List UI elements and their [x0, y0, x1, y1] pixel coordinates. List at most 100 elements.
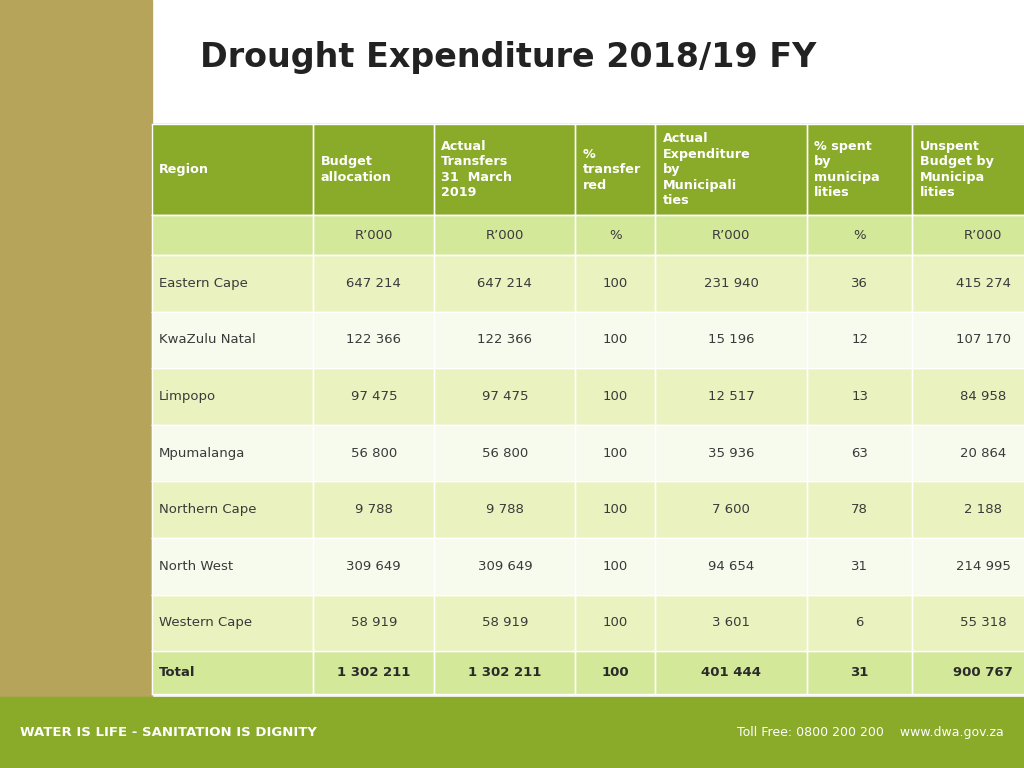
Bar: [313, 482, 434, 538]
Text: 100: 100: [603, 447, 628, 459]
Text: 55 318: 55 318: [959, 617, 1007, 630]
Bar: [655, 594, 807, 651]
Bar: [912, 312, 1024, 368]
Bar: [313, 594, 434, 651]
Text: WATER IS LIFE - SANITATION IS DIGNITY: WATER IS LIFE - SANITATION IS DIGNITY: [20, 727, 317, 739]
Text: Mpumalanga: Mpumalanga: [159, 447, 245, 459]
Bar: [152, 255, 313, 312]
Text: 56 800: 56 800: [481, 447, 528, 459]
Bar: [655, 482, 807, 538]
Bar: [807, 255, 912, 312]
Bar: [0, 0, 152, 697]
Bar: [434, 312, 575, 368]
Text: %: %: [853, 229, 866, 241]
Bar: [912, 255, 1024, 312]
Bar: [655, 538, 807, 594]
Bar: [655, 425, 807, 482]
Text: 100: 100: [603, 503, 628, 516]
Text: 15 196: 15 196: [708, 333, 755, 346]
Bar: [434, 482, 575, 538]
Text: 231 940: 231 940: [703, 276, 759, 290]
Text: 31: 31: [851, 666, 868, 679]
Bar: [152, 124, 313, 215]
Text: 36: 36: [851, 276, 868, 290]
Text: Toll Free: 0800 200 200    www.dwa.gov.za: Toll Free: 0800 200 200 www.dwa.gov.za: [737, 727, 1004, 739]
Bar: [807, 124, 912, 215]
Text: 900 767: 900 767: [953, 666, 1013, 679]
Text: 415 274: 415 274: [955, 276, 1011, 290]
Text: R’000: R’000: [354, 229, 393, 241]
Bar: [434, 651, 575, 694]
Bar: [912, 482, 1024, 538]
Text: Actual
Transfers
31  March
2019: Actual Transfers 31 March 2019: [441, 140, 512, 200]
Text: 309 649: 309 649: [346, 560, 401, 573]
Text: 100: 100: [603, 617, 628, 630]
Bar: [807, 538, 912, 594]
Text: 97 475: 97 475: [350, 390, 397, 403]
Bar: [575, 368, 655, 425]
Text: %
transfer
red: % transfer red: [583, 147, 641, 192]
Bar: [152, 312, 313, 368]
Text: Unspent
Budget by
Municipa
lities: Unspent Budget by Municipa lities: [920, 140, 993, 200]
Text: % spent
by
municipa
lities: % spent by municipa lities: [814, 140, 880, 200]
Text: 309 649: 309 649: [477, 560, 532, 573]
Bar: [313, 538, 434, 594]
Bar: [313, 368, 434, 425]
Bar: [807, 368, 912, 425]
Bar: [0, 697, 1024, 768]
Text: 122 366: 122 366: [477, 333, 532, 346]
Text: Limpopo: Limpopo: [159, 390, 216, 403]
Text: R’000: R’000: [712, 229, 751, 241]
Text: 122 366: 122 366: [346, 333, 401, 346]
Text: 2 188: 2 188: [964, 503, 1002, 516]
Bar: [912, 538, 1024, 594]
Text: 94 654: 94 654: [708, 560, 755, 573]
Bar: [655, 255, 807, 312]
Text: Total: Total: [159, 666, 196, 679]
Text: 9 788: 9 788: [486, 503, 523, 516]
Bar: [152, 368, 313, 425]
Bar: [912, 368, 1024, 425]
Text: 63: 63: [851, 447, 868, 459]
Text: R’000: R’000: [964, 229, 1002, 241]
Bar: [313, 312, 434, 368]
Text: Region: Region: [159, 164, 209, 176]
Text: 100: 100: [603, 560, 628, 573]
Bar: [575, 594, 655, 651]
Text: R’000: R’000: [485, 229, 524, 241]
Text: 97 475: 97 475: [481, 390, 528, 403]
Bar: [912, 425, 1024, 482]
Bar: [655, 215, 807, 255]
Bar: [912, 124, 1024, 215]
Text: %: %: [609, 229, 622, 241]
Bar: [575, 124, 655, 215]
Text: 6: 6: [855, 617, 864, 630]
Text: 35 936: 35 936: [708, 447, 755, 459]
Bar: [807, 425, 912, 482]
Bar: [575, 312, 655, 368]
Bar: [434, 255, 575, 312]
Bar: [152, 651, 313, 694]
Bar: [655, 368, 807, 425]
Bar: [313, 215, 434, 255]
Text: 107 170: 107 170: [955, 333, 1011, 346]
Text: 58 919: 58 919: [481, 617, 528, 630]
Text: 84 958: 84 958: [959, 390, 1007, 403]
Bar: [434, 368, 575, 425]
Bar: [434, 538, 575, 594]
Bar: [575, 425, 655, 482]
Bar: [434, 425, 575, 482]
Bar: [655, 124, 807, 215]
Text: Northern Cape: Northern Cape: [159, 503, 256, 516]
Text: 1 302 211: 1 302 211: [468, 666, 542, 679]
Text: 12: 12: [851, 333, 868, 346]
Text: 20 864: 20 864: [959, 447, 1007, 459]
Text: Eastern Cape: Eastern Cape: [159, 276, 248, 290]
Bar: [807, 215, 912, 255]
Bar: [575, 651, 655, 694]
Bar: [912, 215, 1024, 255]
Bar: [807, 651, 912, 694]
Text: 7 600: 7 600: [713, 503, 750, 516]
Text: 78: 78: [851, 503, 868, 516]
Bar: [912, 594, 1024, 651]
